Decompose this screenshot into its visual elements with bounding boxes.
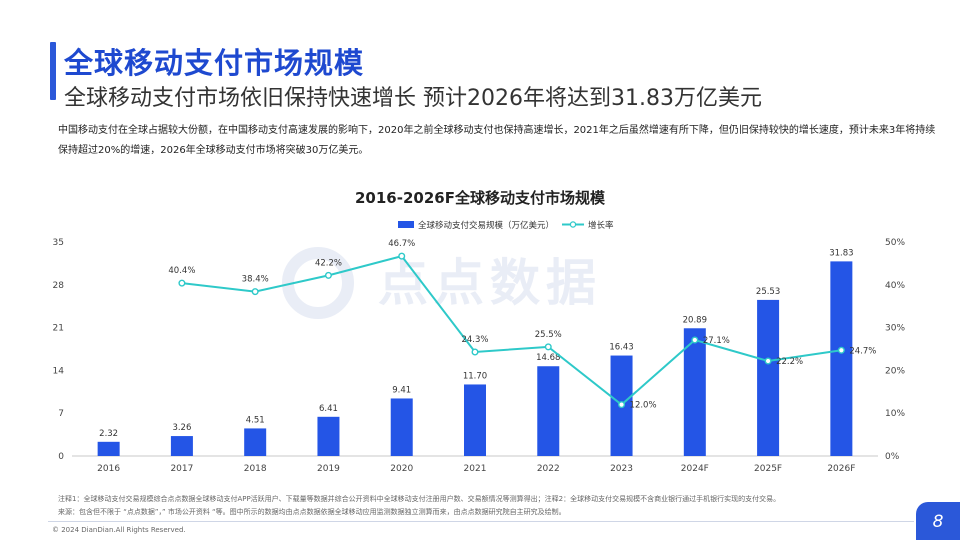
growth-point	[324, 271, 332, 279]
bar-mark	[757, 299, 780, 456]
y-right-tick-label: 40%	[885, 281, 905, 291]
copyright-text: © 2024 DianDian.All Rights Reserved.	[52, 526, 186, 534]
x-tick-label: 2016	[97, 464, 120, 474]
bar-value-label: 11.70	[463, 371, 487, 381]
x-tick-label: 2017	[170, 464, 193, 474]
bar-mark	[317, 416, 340, 456]
bar-mark	[830, 261, 853, 456]
footnote-source: 来源：包含但不限于 “点点数据”，” 市场公开资料 “等。图中所示的数据均由点点…	[58, 508, 566, 516]
y-left-tick-label: 21	[53, 324, 64, 334]
bar-value-label: 2.32	[99, 429, 118, 439]
footnote-note: 注释1：全球移动支付交易规模综合点点数据全球移动支付APP活跃用户、下载量等数据…	[58, 495, 781, 503]
bar-value-label: 20.89	[683, 315, 707, 325]
x-tick-label: 2026F	[827, 464, 855, 474]
legend-swatch-line-marker	[569, 221, 577, 228]
bar-value-label: 4.51	[246, 415, 265, 425]
growth-value-label: 40.4%	[168, 266, 195, 276]
legend-label-bar: 全球移动支付交易规模（万亿美元）	[418, 220, 554, 231]
bar-mark	[464, 384, 486, 456]
bar-value-label: 3.26	[172, 423, 191, 433]
growth-point	[691, 336, 699, 344]
bar-mark	[537, 366, 560, 456]
x-tick-label: 2025F	[754, 464, 782, 474]
bar-mark	[170, 436, 193, 456]
bar-mark	[683, 328, 706, 456]
growth-value-label: 24.3%	[461, 335, 488, 345]
page-subtitle: 全球移动支付市场依旧保持快速增长 预计2026年将达到31.83万亿美元	[64, 86, 762, 111]
page-title: 全球移动支付市场规模	[64, 46, 365, 80]
growth-value-label: 38.4%	[242, 275, 269, 285]
y-right-tick-label: 30%	[885, 324, 905, 334]
bar-value-label: 31.83	[829, 248, 853, 258]
bar-value-label: 16.43	[609, 343, 633, 353]
growth-point	[544, 343, 552, 351]
bar-value-label: 25.53	[756, 287, 780, 297]
chart-title: 2016-2026F全球移动支付市场规模	[355, 189, 605, 207]
y-left-tick-label: 28	[53, 281, 65, 291]
growth-point	[471, 348, 479, 356]
y-left-tick-label: 7	[58, 409, 64, 419]
bar-mark	[244, 428, 267, 456]
y-left-tick-label: 14	[53, 366, 65, 376]
y-right-tick-label: 50%	[885, 238, 905, 248]
legend-swatch-bar	[398, 221, 414, 228]
growth-value-label: 12.0%	[630, 401, 657, 411]
x-tick-label: 2024F	[681, 464, 709, 474]
growth-value-label: 42.2%	[315, 258, 342, 268]
title-accent-bar	[50, 42, 56, 100]
y-right-tick-label: 10%	[885, 409, 905, 419]
watermark-logo-icon	[282, 247, 354, 319]
growth-point	[837, 346, 845, 354]
page-number-badge: 8	[916, 502, 960, 540]
y-left-tick-label: 0	[58, 452, 64, 462]
x-tick-label: 2022	[537, 464, 560, 474]
growth-point	[178, 279, 186, 287]
growth-value-label: 46.7%	[388, 239, 415, 249]
x-tick-label: 2020	[390, 464, 413, 474]
growth-value-label: 27.1%	[703, 336, 730, 346]
y-left-tick-label: 35	[53, 238, 64, 248]
legend-label-line: 增长率	[588, 220, 614, 231]
growth-point	[764, 357, 772, 365]
bar-mark	[97, 441, 120, 456]
y-right-tick-label: 20%	[885, 366, 905, 376]
growth-value-label: 25.5%	[535, 330, 562, 340]
bar-mark	[390, 398, 413, 456]
x-tick-label: 2021	[464, 464, 487, 474]
growth-value-label: 24.7%	[849, 346, 876, 356]
x-tick-label: 2023	[610, 464, 633, 474]
growth-point	[618, 401, 626, 409]
footer-divider	[48, 521, 914, 522]
growth-point	[251, 288, 259, 296]
bar-value-label: 9.41	[392, 385, 411, 395]
growth-point	[398, 252, 406, 260]
bar-value-label: 6.41	[319, 404, 338, 414]
description-text: 中国移动支付在全球占据较大份额，在中国移动支付高速发展的影响下，2020年之前全…	[58, 125, 936, 156]
y-right-tick-label: 0%	[885, 452, 900, 462]
growth-rate-line	[181, 254, 842, 406]
bar-value-label: 14.68	[536, 353, 560, 363]
watermark-text: 点点数据	[378, 254, 602, 312]
x-tick-label: 2019	[317, 464, 340, 474]
growth-value-label: 22.2%	[776, 357, 803, 367]
x-tick-label: 2018	[244, 464, 267, 474]
